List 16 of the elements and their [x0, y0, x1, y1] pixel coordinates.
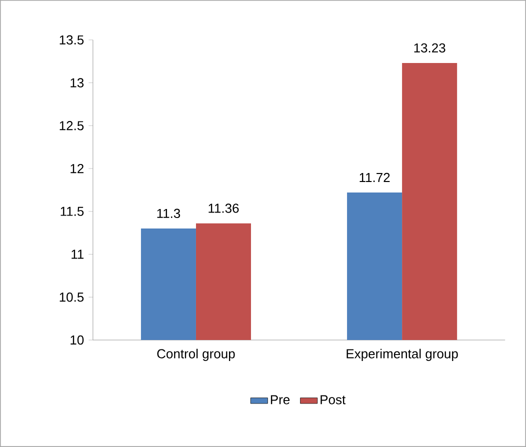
y-tick-label: 11.5 — [60, 206, 84, 216]
x-tick-label: Experimental group — [346, 348, 458, 361]
y-tick-label: 10.5 — [60, 292, 84, 302]
x-tick-label: Control group — [157, 348, 235, 361]
data-label: 11.72 — [360, 172, 390, 182]
y-tick-label: 12.5 — [60, 121, 84, 130]
y-tick-label: 11 — [72, 250, 84, 259]
data-label: 11.3 — [157, 208, 180, 218]
y-tick-label: 12 — [70, 164, 84, 174]
data-label: 13.23 — [414, 43, 446, 53]
legend-label: Pre — [270, 395, 290, 404]
y-tick-label: 10 — [70, 335, 84, 345]
data-label: 11.36 — [208, 204, 239, 213]
y-tick-label: 13 — [70, 78, 84, 88]
legend-label: Post — [320, 395, 346, 404]
y-tick-label: 13.5 — [60, 35, 84, 45]
